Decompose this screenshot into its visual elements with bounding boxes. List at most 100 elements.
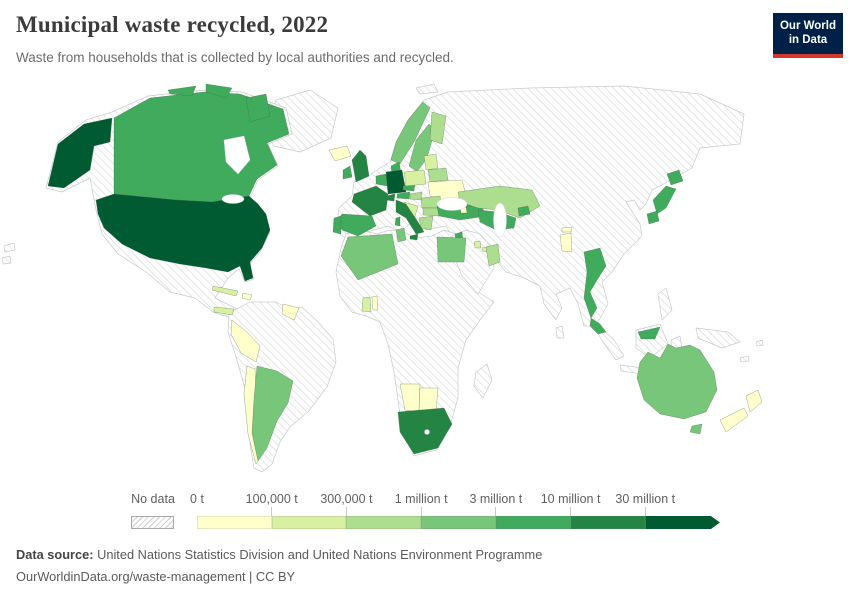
country-canada-arctic-island	[167, 85, 197, 97]
country-new-zealand-south	[719, 407, 749, 433]
country-kuwait	[473, 240, 482, 249]
country-canada-baffin	[245, 93, 271, 123]
legend-bin-0[interactable]	[197, 516, 272, 529]
legend-scale: 0 t 100,000 t 300,000 t 1 million t 3 millio…	[190, 490, 720, 534]
country-japan-kyushu	[646, 210, 660, 225]
legend-tick-label: 300,000 t	[320, 492, 373, 506]
island-svalbard	[415, 83, 439, 95]
map-legend: No data 0 t 100,000 t 300,000 t 1 million t…	[0, 490, 850, 534]
page-subtitle: Waste from households that is collected …	[16, 50, 454, 65]
country-guyanas	[281, 303, 300, 321]
citation-line[interactable]: OurWorldinData.org/waste-management | CC…	[16, 569, 296, 584]
country-austria	[396, 191, 411, 200]
data-source-text: United Nations Statistics Division and U…	[97, 547, 543, 562]
country-algeria	[340, 233, 399, 281]
country-egypt	[436, 236, 467, 263]
country-new-zealand-north	[745, 389, 763, 413]
country-tunisia	[395, 227, 407, 243]
country-germany	[385, 169, 407, 195]
legend-tick-mark	[420, 507, 422, 516]
island-sri-lanka	[555, 325, 565, 339]
legend-tick-label: 0 t	[190, 492, 204, 506]
country-japan-hokkaido	[666, 169, 684, 186]
country-france	[351, 185, 389, 217]
country-kyrgyzstan	[517, 205, 531, 217]
legend-tick-label: 10 million t	[540, 492, 601, 506]
legend-tick-label: 100,000 t	[245, 492, 298, 506]
country-panama	[213, 306, 235, 316]
legend-bin-5[interactable]	[570, 516, 646, 529]
country-argentina	[251, 365, 294, 462]
legend-bin-4[interactable]	[495, 516, 571, 529]
legend-tick-mark	[345, 507, 347, 516]
owid-logo[interactable]: Our World in Data	[773, 13, 843, 58]
country-hungary	[409, 191, 423, 201]
legend-bin-6[interactable]	[645, 516, 720, 529]
legend-no-data-label: No data	[131, 492, 175, 506]
legend-tick-label: 3 million t	[469, 492, 523, 506]
map-edge-sliver	[3, 242, 16, 253]
country-portugal	[332, 215, 342, 235]
country-belarus	[427, 167, 449, 183]
legend-bar	[197, 516, 720, 529]
country-bhutan	[561, 226, 573, 233]
country-botswana	[418, 387, 439, 413]
hudson-bay	[223, 135, 251, 175]
legend-bin-2[interactable]	[346, 516, 422, 529]
data-countries[interactable]	[47, 83, 763, 465]
island-new-caledonia	[739, 355, 750, 363]
country-ireland	[342, 165, 353, 180]
page-title: Municipal waste recycled, 2022	[16, 12, 329, 37]
country-peru	[230, 319, 261, 363]
country-poland	[403, 169, 427, 187]
country-bangladesh	[559, 232, 573, 253]
great-lakes	[221, 194, 245, 204]
country-cuba	[211, 285, 239, 297]
legend-tick-label: 30 million t	[615, 492, 676, 506]
legend-bin-3[interactable]	[421, 516, 496, 529]
legend-tick-label: 1 million t	[394, 492, 448, 506]
country-italy-sicily	[409, 233, 419, 241]
legend-tick-mark	[495, 507, 497, 516]
legend-tick-mark	[644, 507, 646, 516]
island-philippines	[657, 287, 673, 321]
country-hispaniola	[241, 292, 253, 301]
caspian-sea	[493, 202, 507, 238]
country-canada-arctic-island	[205, 83, 233, 99]
chart-footer: Data source: United Nations Statistics D…	[16, 544, 542, 588]
country-japan-honshu	[652, 185, 677, 215]
owid-logo-line1: Our World	[779, 20, 836, 32]
country-switzerland	[385, 193, 396, 202]
island-fiji	[755, 339, 764, 347]
country-malaysia	[589, 317, 607, 335]
country-finland	[429, 111, 447, 145]
world-choropleth-map[interactable]	[0, 82, 850, 482]
country-togo	[371, 295, 379, 311]
country-baltic-states	[423, 153, 439, 171]
country-madagascar	[473, 363, 493, 399]
country-norway	[390, 101, 431, 165]
country-greece	[418, 215, 434, 231]
country-ghana	[361, 296, 372, 313]
country-italy	[395, 199, 425, 235]
country-australia-tasmania	[689, 423, 703, 435]
legend-tick-mark	[271, 507, 273, 516]
country-thailand	[583, 247, 607, 319]
country-malaysia-borneo	[637, 326, 661, 340]
data-source-label: Data source:	[16, 547, 94, 562]
legend-no-data-swatch[interactable]	[131, 516, 174, 529]
country-iceland	[328, 145, 352, 162]
owid-logo-line2: in Data	[788, 34, 828, 47]
black-sea	[436, 197, 468, 211]
country-italy-sardinia	[394, 216, 401, 227]
country-australia	[636, 343, 718, 420]
island-new-guinea	[695, 327, 741, 349]
data-source-line: Data source: United Nations Statistics D…	[16, 544, 542, 566]
africa-base	[335, 229, 495, 457]
inland-seas	[221, 135, 507, 435]
legend-bin-1[interactable]	[271, 516, 347, 529]
country-united-kingdom	[351, 149, 370, 183]
country-alaska	[47, 117, 113, 189]
legend-tick-mark	[570, 507, 572, 516]
map-edge-sliver	[1, 255, 12, 265]
